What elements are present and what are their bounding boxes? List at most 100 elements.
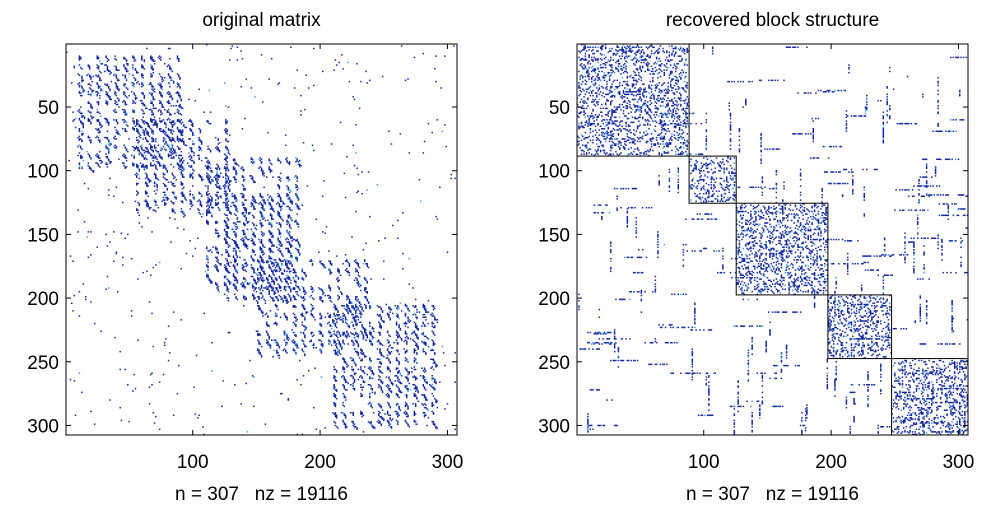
nonzero-dot (208, 161, 211, 163)
nonzero-dot (134, 102, 137, 105)
nonzero-dot (328, 316, 330, 318)
nonzero-dot (277, 343, 279, 345)
nonzero-dot (181, 173, 184, 176)
nonzero-dot (207, 261, 209, 264)
nonzero-dot (132, 82, 134, 84)
nonzero-dot (217, 269, 219, 271)
nonzero-dot (342, 317, 344, 320)
nonzero-dot (164, 173, 166, 176)
nonzero-dot (416, 326, 418, 329)
nonzero-dot (143, 167, 146, 169)
nonzero-dot (339, 353, 342, 355)
nonzero-dot (342, 367, 344, 369)
nonzero-dot (114, 55, 116, 57)
nonzero-dot (361, 389, 363, 391)
nonzero-dot (141, 147, 143, 149)
nonzero-dot (301, 270, 304, 273)
nonzero-dot (125, 121, 128, 124)
nonzero-dot (431, 321, 433, 324)
nonzero-dot (235, 226, 237, 228)
nonzero-dot (149, 102, 152, 105)
nonzero-dot (236, 289, 239, 292)
nonzero-dot (397, 341, 399, 344)
nonzero-dot (134, 98, 137, 101)
nonzero-dot (295, 203, 297, 205)
nonzero-dot (87, 93, 90, 96)
nonzero-dot (283, 312, 286, 315)
nonzero-dot (286, 231, 288, 233)
nonzero-dot (169, 113, 171, 116)
nonzero-dot (151, 110, 153, 112)
nonzero-dot (395, 307, 398, 310)
nonzero-dot (148, 152, 151, 154)
nonzero-dot (217, 201, 219, 204)
nonzero-dot (160, 102, 162, 105)
nonzero-dot (365, 297, 367, 299)
nonzero-dot (218, 185, 221, 187)
nonzero-dot (115, 87, 118, 89)
nonzero-dot (189, 120, 191, 122)
nonzero-dot (422, 350, 425, 353)
nonzero-dot (209, 182, 212, 185)
nonzero-dot (431, 401, 433, 404)
nonzero-dot (132, 120, 134, 122)
nonzero-dot (286, 266, 288, 269)
nonzero-dot (153, 190, 156, 192)
nonzero-dot (146, 166, 148, 168)
nonzero-dot (386, 395, 389, 397)
nonzero-dot (90, 77, 92, 79)
nonzero-dot (288, 215, 291, 218)
nonzero-dot (167, 91, 170, 93)
nonzero-dot (324, 427, 326, 429)
nonzero-dot (297, 294, 300, 297)
nonzero-dot (337, 279, 339, 282)
nonzero-dot (277, 299, 279, 302)
nonzero-dot (90, 106, 92, 108)
nonzero-dot (258, 340, 260, 343)
nonzero-dot (143, 166, 146, 168)
nonzero-dot (270, 297, 273, 299)
nonzero-dot (226, 167, 228, 169)
nonzero-dot (251, 259, 254, 261)
nonzero-dot (244, 208, 246, 210)
nonzero-dot (413, 395, 416, 397)
nonzero-dot (307, 369, 310, 372)
nonzero-dot (297, 196, 300, 199)
nonzero-dot (193, 152, 195, 154)
nonzero-dot (356, 270, 358, 273)
nonzero-dot (90, 158, 92, 161)
nonzero-dot (167, 181, 170, 183)
nonzero-dot (115, 145, 118, 148)
nonzero-dot (123, 93, 125, 96)
nonzero-dot (226, 226, 228, 228)
nonzero-dot (270, 241, 273, 243)
nonzero-dot (151, 88, 153, 91)
nonzero-dot (106, 94, 109, 97)
nonzero-dot (299, 288, 301, 290)
nonzero-dot (107, 159, 110, 162)
nonzero-dot (74, 117, 77, 120)
nonzero-dot (198, 173, 200, 176)
nonzero-dot (220, 262, 222, 265)
nonzero-dot (425, 381, 427, 383)
nonzero-dot (124, 156, 127, 158)
nonzero-dot (166, 199, 169, 201)
nonzero-dot (288, 226, 291, 228)
nonzero-dot (148, 178, 151, 181)
nonzero-dot (434, 343, 436, 345)
nonzero-dot (295, 317, 297, 320)
nonzero-dot (235, 285, 237, 288)
nonzero-dot (407, 371, 409, 373)
nonzero-dot (181, 134, 184, 136)
nonzero-dot (262, 214, 264, 217)
nonzero-dot (313, 307, 315, 310)
nonzero-dot (277, 157, 279, 159)
nonzero-dot (279, 287, 282, 289)
nonzero-dot (409, 338, 412, 340)
nonzero-dot (339, 345, 342, 348)
nonzero-dot (115, 92, 118, 94)
nonzero-dot (352, 313, 355, 316)
nonzero-dot (138, 203, 141, 205)
nonzero-dot (227, 261, 230, 264)
nonzero-dot (283, 288, 286, 290)
